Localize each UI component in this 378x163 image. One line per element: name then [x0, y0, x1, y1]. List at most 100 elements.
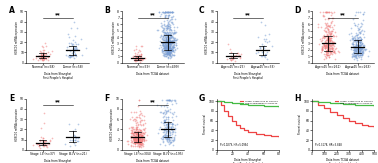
Point: [136, 140, 142, 143]
Point: [161, 127, 167, 130]
Point: [137, 138, 143, 141]
Point: [138, 132, 144, 135]
Point: [73, 45, 79, 48]
Point: [353, 51, 359, 54]
Point: [326, 16, 332, 19]
Point: [159, 23, 165, 26]
Point: [164, 11, 170, 14]
Point: [323, 50, 329, 53]
Point: [166, 11, 172, 14]
Point: [160, 29, 166, 32]
Point: [325, 25, 331, 28]
Point: [160, 136, 166, 139]
Point: [325, 39, 331, 42]
Point: [361, 48, 367, 51]
Point: [163, 122, 169, 125]
Point: [134, 59, 140, 61]
Point: [136, 57, 142, 59]
Point: [138, 53, 144, 56]
Point: [161, 47, 167, 50]
Point: [167, 40, 173, 43]
Point: [166, 37, 172, 39]
Point: [168, 49, 174, 51]
Point: [130, 131, 136, 134]
Point: [164, 137, 170, 139]
Point: [162, 16, 168, 18]
Point: [326, 44, 332, 46]
Point: [138, 134, 144, 137]
Point: [136, 141, 143, 144]
Point: [325, 41, 332, 43]
Point: [74, 139, 81, 142]
Point: [332, 48, 338, 50]
Point: [164, 52, 170, 55]
Point: [137, 141, 143, 144]
Point: [359, 22, 365, 25]
Point: [166, 42, 172, 44]
Point: [361, 45, 367, 48]
Point: [70, 47, 76, 50]
Point: [164, 48, 170, 51]
Point: [235, 54, 242, 56]
Point: [356, 51, 362, 53]
Point: [168, 128, 174, 131]
Point: [135, 129, 141, 132]
Point: [159, 138, 165, 141]
Point: [359, 42, 365, 44]
Point: [358, 37, 364, 40]
Point: [352, 45, 358, 48]
Point: [155, 11, 161, 14]
Point: [165, 32, 171, 35]
Point: [329, 44, 335, 46]
Point: [126, 126, 132, 129]
Point: [133, 48, 139, 51]
Point: [352, 39, 358, 42]
Point: [351, 36, 357, 39]
Point: [323, 52, 329, 55]
Point: [169, 123, 175, 126]
Point: [136, 139, 142, 142]
Point: [163, 51, 169, 54]
Point: [162, 53, 168, 55]
Point: [354, 51, 360, 54]
Point: [132, 54, 138, 57]
Point: [160, 31, 166, 34]
Point: [327, 24, 333, 26]
Point: [137, 143, 143, 146]
Point: [164, 28, 170, 31]
Point: [159, 51, 165, 54]
Point: [163, 41, 169, 44]
Point: [158, 111, 164, 113]
Point: [127, 132, 133, 135]
Point: [134, 57, 140, 59]
Point: [163, 29, 169, 31]
Point: [69, 44, 75, 46]
Point: [330, 43, 336, 46]
Point: [132, 120, 138, 122]
Point: [132, 139, 138, 141]
Point: [167, 131, 173, 133]
Point: [355, 53, 361, 55]
Point: [166, 29, 172, 32]
Point: [351, 51, 357, 53]
Point: [75, 123, 81, 126]
Point: [159, 44, 165, 47]
Point: [162, 133, 168, 136]
Point: [161, 44, 167, 46]
Point: [350, 43, 356, 46]
Point: [40, 56, 46, 59]
Point: [140, 135, 146, 138]
Point: [163, 32, 169, 35]
Point: [355, 53, 361, 56]
Point: [137, 122, 143, 125]
Point: [355, 39, 361, 42]
Point: [165, 50, 171, 53]
Point: [231, 55, 237, 58]
Point: [136, 114, 142, 117]
Point: [320, 36, 326, 38]
Point: [160, 98, 166, 101]
Point: [65, 55, 71, 58]
Point: [167, 46, 174, 49]
Point: [67, 42, 73, 45]
Point: [135, 141, 141, 143]
